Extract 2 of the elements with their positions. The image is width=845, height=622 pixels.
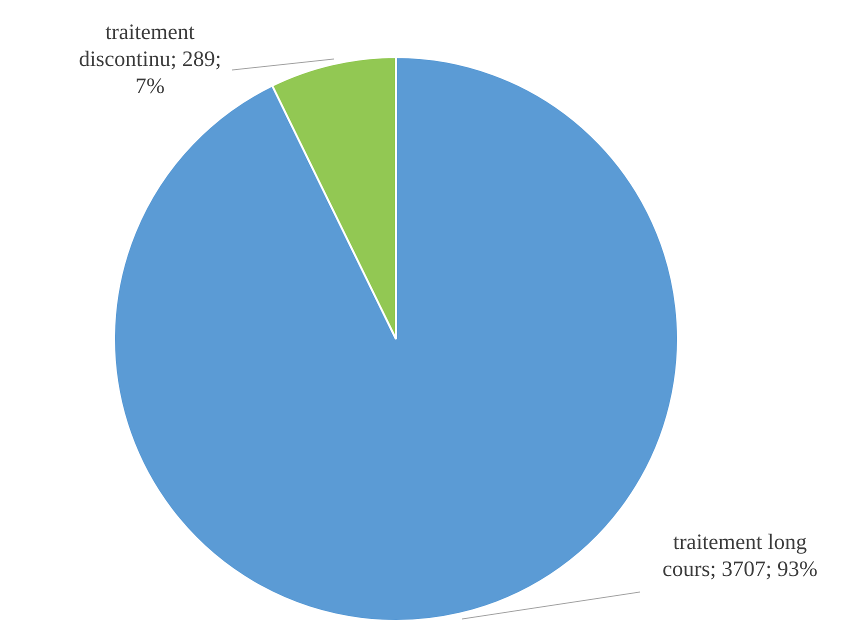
slice-label: traitement long cours; 3707; 93%: [662, 528, 818, 581]
slice-label: traitement discontinu; 289; 7%: [78, 18, 222, 98]
